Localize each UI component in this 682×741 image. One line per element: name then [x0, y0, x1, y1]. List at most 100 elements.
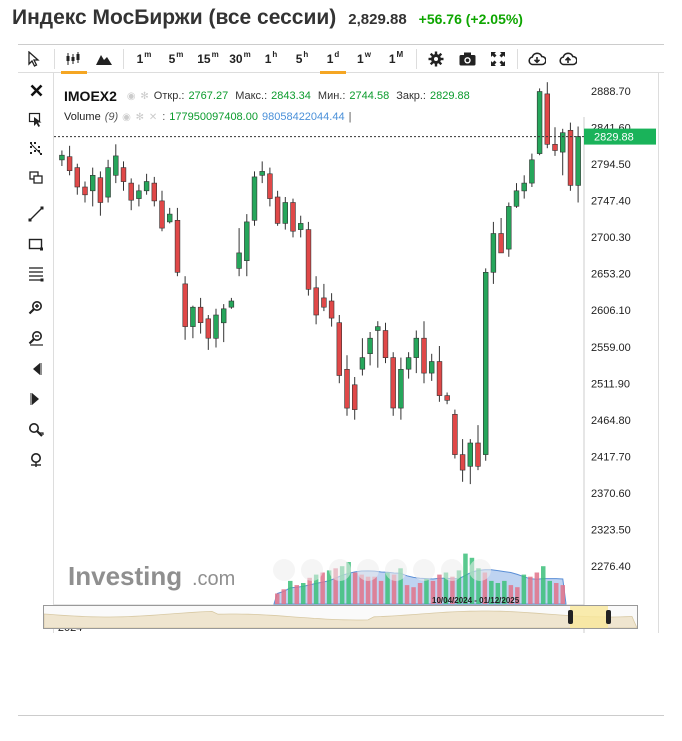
rectangle-tool-button[interactable]	[23, 233, 49, 255]
cursor-tool-button[interactable]	[18, 47, 50, 71]
zoom-in-button[interactable]	[23, 297, 49, 319]
candle-body	[552, 144, 558, 151]
volume-bar	[275, 593, 280, 604]
candle-body	[174, 220, 181, 273]
candle-body	[498, 233, 504, 254]
navigator-range-label: 10/04/2024 - 01/12/2025	[432, 596, 520, 605]
screenshot-button[interactable]	[451, 47, 483, 71]
candle-body	[197, 306, 204, 323]
chart-plot-area[interactable]: 2888.70 2841.60 2794.50 2747.40 2700.30 2653.…	[54, 73, 659, 634]
candle-body	[105, 167, 111, 198]
legend-visibility-icon[interactable]: ◉ ✻	[126, 90, 150, 102]
layers-icon	[29, 171, 43, 184]
expand-icon	[491, 51, 505, 66]
candle-body	[559, 132, 566, 153]
scroll-right-button[interactable]	[23, 388, 49, 410]
volume-bar	[521, 574, 527, 604]
candles-chart-button[interactable]	[59, 47, 89, 74]
y-tick-label: 2464.80	[591, 415, 631, 427]
fibonacci-icon	[29, 267, 44, 282]
settings-button[interactable]	[421, 47, 451, 71]
volume-bar	[411, 587, 416, 604]
pattern-icon	[30, 142, 42, 155]
price-chart[interactable]: 2888.70 2841.60 2794.50 2747.40 2700.30 2653.…	[54, 73, 659, 634]
candle-body	[382, 330, 389, 359]
candle-body	[282, 202, 288, 224]
page-title: Индекс МосБиржи (все сессии)	[12, 6, 337, 29]
y-tick-label: 2841.60	[591, 123, 631, 135]
volume-overlay-circle	[273, 559, 295, 581]
interval-button-30m[interactable]: 30 m	[229, 50, 251, 66]
candle-body	[313, 287, 319, 316]
zoom-fit-button[interactable]	[23, 419, 49, 441]
volume-bar	[372, 576, 377, 604]
candle-body	[475, 442, 481, 467]
layers-tool-button[interactable]	[23, 167, 49, 189]
volume-bar	[326, 570, 332, 604]
candle-body	[236, 252, 242, 269]
volume-bar	[352, 572, 358, 604]
volume-bar	[294, 585, 299, 604]
candle-body	[228, 300, 235, 308]
volume-bar	[482, 572, 488, 604]
zoom-reset-button[interactable]	[23, 449, 49, 471]
candle-body	[190, 306, 196, 327]
candle-body	[567, 129, 574, 186]
volume-bar	[476, 568, 481, 604]
cursor-icon	[28, 50, 40, 67]
volume-bar	[339, 566, 345, 604]
volume-value: 177950097408.00	[169, 111, 258, 123]
candle-body	[575, 136, 581, 186]
candle-body	[413, 337, 419, 358]
area-chart-button[interactable]	[89, 47, 119, 71]
y-tick-label: 2888.70	[591, 86, 631, 98]
volume-bar	[528, 576, 533, 604]
navigator-handle-right	[606, 610, 611, 624]
remove-drawings-button[interactable]	[23, 79, 49, 101]
y-tick-label: 2511.90	[591, 378, 630, 390]
rectangle-icon	[28, 238, 43, 251]
candle-body	[244, 221, 250, 261]
toolbar-divider	[123, 48, 124, 69]
navigator-area	[43, 610, 638, 629]
candle-body	[390, 357, 396, 409]
y-tick-label: 2606.10	[591, 305, 631, 317]
drawing-tools-sidebar	[18, 73, 54, 633]
candle-body	[89, 175, 96, 192]
toolbar-divider	[416, 48, 417, 69]
toolbar-divider	[54, 48, 55, 69]
volume-bar	[489, 580, 494, 604]
scroll-left-button[interactable]	[23, 358, 49, 380]
page-header: Индекс МосБиржи (все сессии) 2,829.88 +5…	[12, 6, 523, 36]
download-button[interactable]	[522, 47, 552, 71]
legend-close-label: Закр.:	[396, 90, 426, 102]
candle-body	[452, 413, 458, 455]
legend-high-value: 2843.34	[271, 90, 311, 102]
fullscreen-button[interactable]	[483, 47, 513, 71]
last-price: 2,829.88	[348, 11, 407, 28]
fibonacci-tool-button[interactable]	[23, 263, 49, 285]
y-tick-label: 2323.50	[591, 524, 631, 536]
range-navigator[interactable]	[43, 605, 638, 629]
candle-body	[351, 384, 358, 410]
pattern-tool-button[interactable]	[23, 137, 49, 159]
volume-bar	[469, 557, 475, 604]
trendline-tool-button[interactable]	[23, 203, 49, 225]
upload-button[interactable]	[552, 47, 584, 71]
volume-bar	[502, 580, 507, 604]
crosshair-tool-button[interactable]	[23, 108, 49, 130]
zoom-out-button[interactable]	[23, 327, 49, 349]
candle-body	[298, 223, 304, 230]
volume-visibility-icon[interactable]: ◉ ✻ ✕	[122, 111, 159, 123]
volume-bar	[288, 580, 293, 604]
interval-button-15m[interactable]: 15 m	[197, 50, 219, 66]
volume-bar	[515, 587, 520, 604]
volume-bar	[547, 580, 552, 604]
